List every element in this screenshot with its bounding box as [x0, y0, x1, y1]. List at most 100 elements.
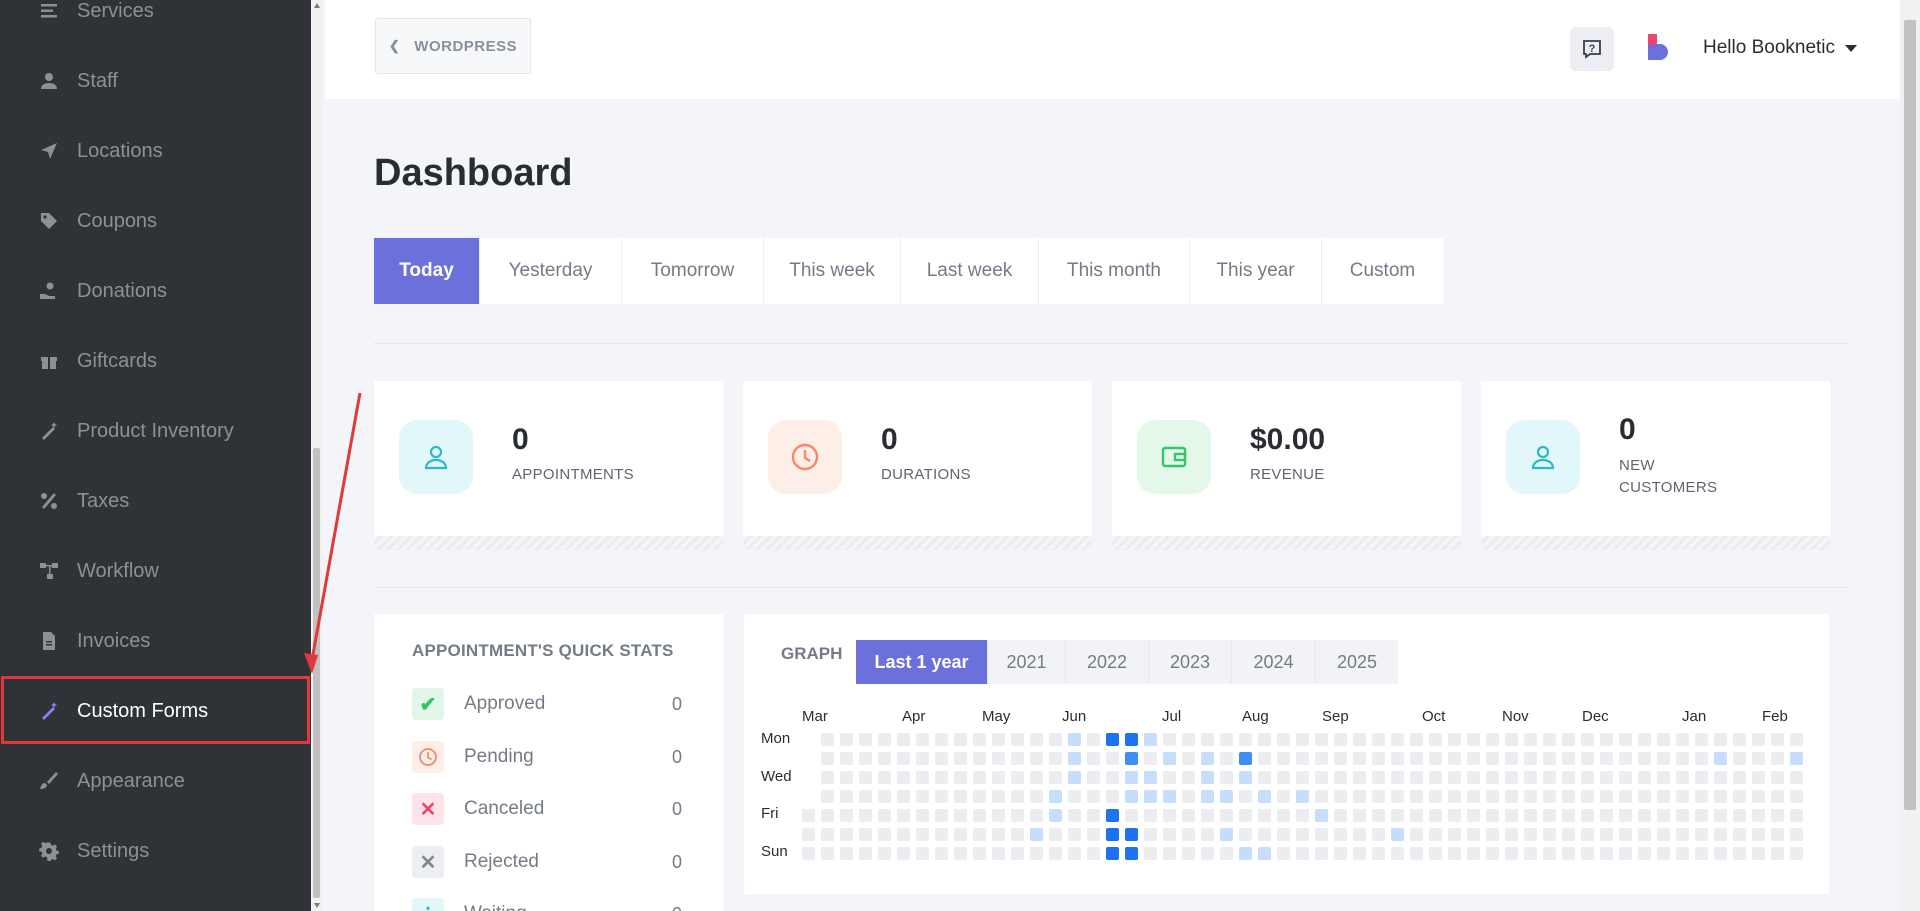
stat-card-appointments: 0 APPOINTMENTS: [374, 381, 723, 550]
heatmap-cell: [1429, 752, 1442, 765]
heatmap-cell: [840, 771, 853, 784]
sidebar-item-giftcards[interactable]: Giftcards: [0, 336, 311, 386]
sidebar-item-invoices[interactable]: Invoices: [0, 616, 311, 666]
tab-last-week[interactable]: Last week: [901, 238, 1039, 304]
heatmap-cell: [1049, 828, 1062, 841]
heatmap-cell: [1258, 752, 1271, 765]
stat-label: APPOINTMENTS: [512, 466, 634, 483]
graph-tab-2025[interactable]: 2025: [1316, 640, 1398, 684]
quick-stat-row-canceled: ✕ Canceled 0: [412, 793, 682, 825]
tab-this-year[interactable]: This year: [1190, 238, 1322, 304]
heatmap-cell: [1372, 771, 1385, 784]
quick-stat-value: 0: [671, 798, 682, 819]
graph-tab-2023[interactable]: 2023: [1149, 640, 1232, 684]
sidebar-scrollbar[interactable]: [311, 0, 322, 911]
magic-wand-icon: [38, 700, 60, 722]
heatmap-cell: [1030, 790, 1043, 803]
heatmap-cell: [1562, 809, 1575, 822]
heatmap-cell: [1087, 752, 1100, 765]
heatmap-cell: [1695, 809, 1708, 822]
heatmap-cell: [1125, 828, 1138, 841]
user-icon: [38, 70, 60, 92]
sidebar-item-appearance[interactable]: Appearance: [0, 756, 311, 806]
heatmap-cell: [1163, 809, 1176, 822]
quick-stat-row-rejected: ✕ Rejected 0: [412, 846, 682, 878]
heatmap-cell: [1049, 752, 1062, 765]
heatmap-cell: [1657, 771, 1670, 784]
tab-this-week[interactable]: This week: [764, 238, 901, 304]
heatmap-cell: [1619, 733, 1632, 746]
tab-custom[interactable]: Custom: [1349, 260, 1416, 281]
file-icon: [38, 630, 60, 652]
quick-stat-label: Canceled: [464, 798, 545, 819]
heatmap-cell: [821, 752, 834, 765]
sidebar-scrollbar-thumb[interactable]: [313, 448, 320, 898]
heatmap-cell: [1315, 733, 1328, 746]
tab-today[interactable]: Today: [374, 238, 480, 304]
heatmap-cell: [1220, 847, 1233, 860]
heatmap-cell: [1429, 828, 1442, 841]
sidebar-item-staff[interactable]: Staff: [0, 56, 311, 106]
heatmap-cell: [1790, 809, 1803, 822]
heatmap-cell: [1638, 847, 1651, 860]
sidebar: Services Staff Locations Coupons Donatio…: [0, 0, 311, 911]
sidebar-item-locations[interactable]: Locations: [0, 126, 311, 176]
heatmap-cell: [1429, 771, 1442, 784]
heatmap-cell: [859, 809, 872, 822]
heatmap-cell: [1752, 809, 1765, 822]
sidebar-item-donations[interactable]: Donations: [0, 266, 311, 316]
heatmap-cell: [840, 847, 853, 860]
help-button[interactable]: ?: [1570, 27, 1614, 71]
heatmap-cell: [1505, 733, 1518, 746]
heatmap-cell: [1277, 790, 1290, 803]
user-menu[interactable]: Hello Booknetic: [1703, 37, 1858, 59]
gear-icon: [38, 840, 60, 862]
card-stripe: [1481, 536, 1830, 550]
heatmap-cell: [1410, 828, 1423, 841]
heatmap-cell: [916, 733, 929, 746]
sidebar-item-custom-forms[interactable]: Custom Forms: [0, 686, 311, 736]
heatmap-cell: [1429, 809, 1442, 822]
heatmap-cell: [1714, 828, 1727, 841]
heatmap-cell: [878, 752, 891, 765]
heatmap-cell: [840, 809, 853, 822]
stat-icon-box: [399, 420, 473, 494]
heatmap-cell: [1277, 847, 1290, 860]
heatmap-cell: [954, 733, 967, 746]
heatmap-cell: [1049, 809, 1062, 822]
page-scrollbar[interactable]: [1900, 0, 1920, 911]
heatmap-cell: [954, 752, 967, 765]
heatmap-cell: [1277, 771, 1290, 784]
graph-tab-2022[interactable]: 2022: [1066, 640, 1149, 684]
graph-tab-2021[interactable]: 2021: [988, 640, 1066, 684]
heatmap-cell: [1011, 771, 1024, 784]
heatmap-cell: [1771, 771, 1784, 784]
sidebar-item-label: Product Inventory: [77, 419, 234, 442]
heatmap-cell: [1467, 809, 1480, 822]
heatmap-cell: [1068, 828, 1081, 841]
page-scrollbar-thumb[interactable]: [1904, 20, 1916, 810]
sidebar-item-services[interactable]: Services: [0, 0, 311, 36]
scroll-down-arrow[interactable]: [314, 903, 320, 908]
sidebar-item-settings[interactable]: Settings: [0, 826, 311, 876]
tab-tomorrow[interactable]: Tomorrow: [622, 238, 764, 304]
heatmap-cell: [1220, 733, 1233, 746]
heatmap-cell: [1581, 733, 1594, 746]
heatmap-cell: [1467, 790, 1480, 803]
tab-this-month[interactable]: This month: [1039, 238, 1190, 304]
graph-tab-2024[interactable]: 2024: [1232, 640, 1316, 684]
month-label: Dec: [1582, 708, 1609, 725]
wordpress-back-button[interactable]: ❮ WORDPRESS: [375, 18, 531, 74]
sidebar-item-workflow[interactable]: Workflow: [0, 546, 311, 596]
sidebar-item-coupons[interactable]: Coupons: [0, 196, 311, 246]
heatmap-cell: [1600, 828, 1613, 841]
sidebar-item-taxes[interactable]: Taxes: [0, 476, 311, 526]
tab-yesterday[interactable]: Yesterday: [480, 238, 622, 304]
heatmap-cell: [1220, 752, 1233, 765]
graph-tab-last-year[interactable]: Last 1 year: [856, 640, 988, 684]
sidebar-item-product-inventory[interactable]: Product Inventory: [0, 406, 311, 456]
donation-hand-icon: [38, 280, 60, 302]
scroll-up-arrow[interactable]: [314, 3, 320, 8]
heatmap-cell: [878, 809, 891, 822]
heatmap-cell: [897, 828, 910, 841]
